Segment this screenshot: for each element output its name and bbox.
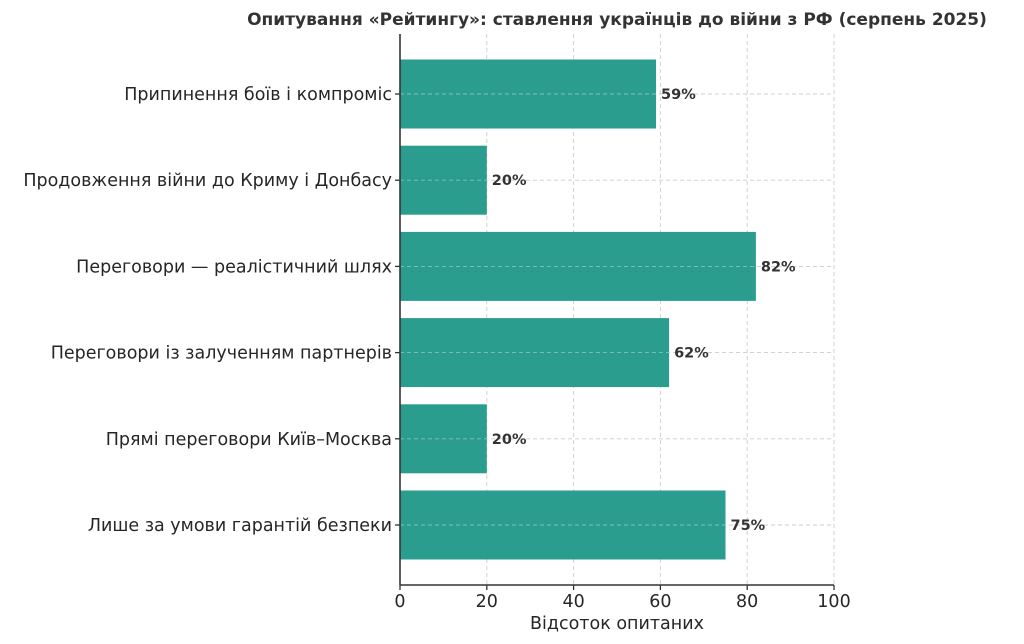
- value-label: 75%: [731, 518, 766, 534]
- value-label: 20%: [492, 173, 527, 189]
- x-axis: 0 20 40 60 80 100: [394, 584, 851, 612]
- value-label: 82%: [761, 259, 796, 275]
- category-label: Прямі переговори Київ–Москва: [106, 430, 392, 450]
- category-label: Переговори — реалістичний шлях: [76, 257, 392, 277]
- category-label: Продовження війни до Криму і Донбасу: [23, 171, 392, 191]
- chart-title: Опитування «Рейтингу»: ставлення українц…: [247, 10, 987, 30]
- x-tick-label: 20: [476, 592, 498, 612]
- x-axis-label: Відсоток опитаних: [530, 614, 704, 634]
- x-tick-label: 40: [562, 592, 584, 612]
- value-label: 20%: [492, 432, 527, 448]
- bars: [400, 59, 756, 560]
- category-label: Лише за умови гарантій безпеки: [88, 516, 392, 536]
- category-label: Переговори із залученням партнерів: [51, 344, 392, 364]
- value-label: 59%: [661, 87, 696, 103]
- x-tick-label: 0: [394, 592, 405, 612]
- x-tick-label: 60: [649, 592, 671, 612]
- value-labels: 59% 20% 82% 62% 20% 75%: [492, 87, 796, 534]
- category-label: Припинення боїв і компроміс: [124, 85, 392, 105]
- value-label: 62%: [674, 346, 709, 362]
- x-tick-label: 100: [817, 592, 850, 612]
- y-axis: Припинення боїв і компроміс Продовження в…: [23, 34, 401, 585]
- x-tick-label: 80: [736, 592, 758, 612]
